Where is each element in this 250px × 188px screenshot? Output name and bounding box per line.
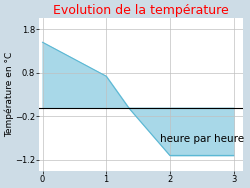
Y-axis label: Température en °C: Température en °C [4, 52, 14, 137]
Text: heure par heure: heure par heure [160, 134, 244, 144]
Title: Evolution de la température: Evolution de la température [53, 4, 229, 17]
